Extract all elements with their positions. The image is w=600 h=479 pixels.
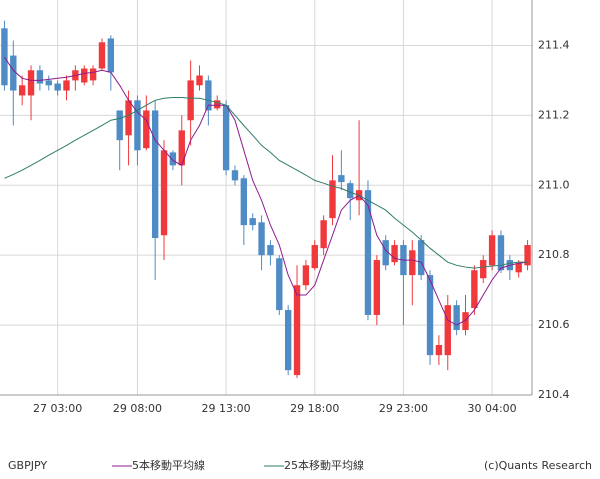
y-tick-label: 210.8 — [538, 248, 570, 261]
candle-body — [471, 270, 478, 308]
y-tick-label: 211.4 — [538, 38, 570, 51]
candle-body — [249, 218, 256, 226]
candle-body — [125, 100, 132, 136]
symbol: GBPJPY — [8, 459, 47, 472]
credit: (c)Quants Research — [484, 459, 592, 472]
candle-body — [169, 152, 177, 166]
candle-body — [98, 42, 106, 69]
candle-body — [45, 80, 52, 86]
candle-body — [311, 245, 318, 269]
candle-body — [134, 100, 141, 151]
candle-body — [480, 260, 487, 279]
candle-body — [444, 305, 451, 356]
candle-body — [116, 110, 123, 141]
candle-body — [187, 80, 194, 121]
candle-body — [276, 258, 283, 311]
candle-body — [515, 263, 522, 273]
y-tick-label: 211.2 — [538, 108, 570, 121]
candle-body — [338, 175, 345, 183]
candle-body — [107, 38, 115, 73]
candle-body — [81, 68, 88, 83]
x-tick-label: 27 03:00 — [33, 402, 82, 415]
candle-body — [409, 250, 416, 276]
x-tick-label: 29 18:00 — [290, 402, 339, 415]
candle-body — [382, 240, 389, 266]
candle-body — [258, 222, 265, 256]
ma-line — [4, 57, 528, 326]
y-tick-label: 210.6 — [538, 318, 570, 331]
candle-body — [524, 245, 531, 266]
candle-body — [222, 105, 230, 171]
candle-body — [205, 80, 212, 111]
candle-body — [284, 310, 292, 371]
candle-body — [293, 285, 301, 376]
candle-body — [435, 345, 443, 356]
candle-body — [151, 110, 159, 239]
candle-body — [267, 245, 274, 256]
candle-body — [18, 85, 26, 96]
candle-body — [364, 190, 372, 315]
y-tick-label: 211.0 — [538, 178, 570, 191]
candle-body — [89, 68, 97, 81]
legend-label: 25本移動平均線 — [284, 458, 364, 472]
candle-body — [391, 245, 398, 263]
candle-body — [63, 80, 70, 91]
candle-body — [426, 275, 434, 356]
ma-line — [4, 97, 528, 269]
x-tick-label: 29 13:00 — [201, 402, 250, 415]
x-tick-label: 29 08:00 — [113, 402, 162, 415]
candle-body — [347, 183, 354, 199]
candle-body — [302, 265, 310, 286]
candle-body — [417, 240, 425, 276]
candle-body — [240, 178, 248, 226]
x-tick-label: 30 04:00 — [467, 402, 516, 415]
candle-body — [231, 170, 239, 181]
candle-body — [27, 70, 35, 96]
candle-body — [214, 100, 221, 109]
candle-body — [160, 150, 168, 236]
candle-body — [497, 235, 505, 271]
candle-body — [54, 83, 61, 91]
y-tick-label: 210.4 — [538, 388, 570, 401]
candle-body — [196, 75, 203, 86]
candle-body — [1, 28, 8, 86]
candle-body — [320, 220, 327, 249]
candle-body — [143, 110, 150, 149]
candle-body — [36, 70, 44, 84]
candle-body — [488, 235, 496, 266]
candle-body — [10, 55, 17, 91]
candle-body — [462, 312, 469, 330]
candle-body — [453, 305, 460, 330]
candle-body — [178, 130, 185, 166]
candle-body — [329, 180, 336, 219]
candle-body — [373, 260, 381, 315]
x-tick-label: 29 23:00 — [379, 402, 428, 415]
legend-label: 5本移動平均線 — [132, 458, 205, 472]
